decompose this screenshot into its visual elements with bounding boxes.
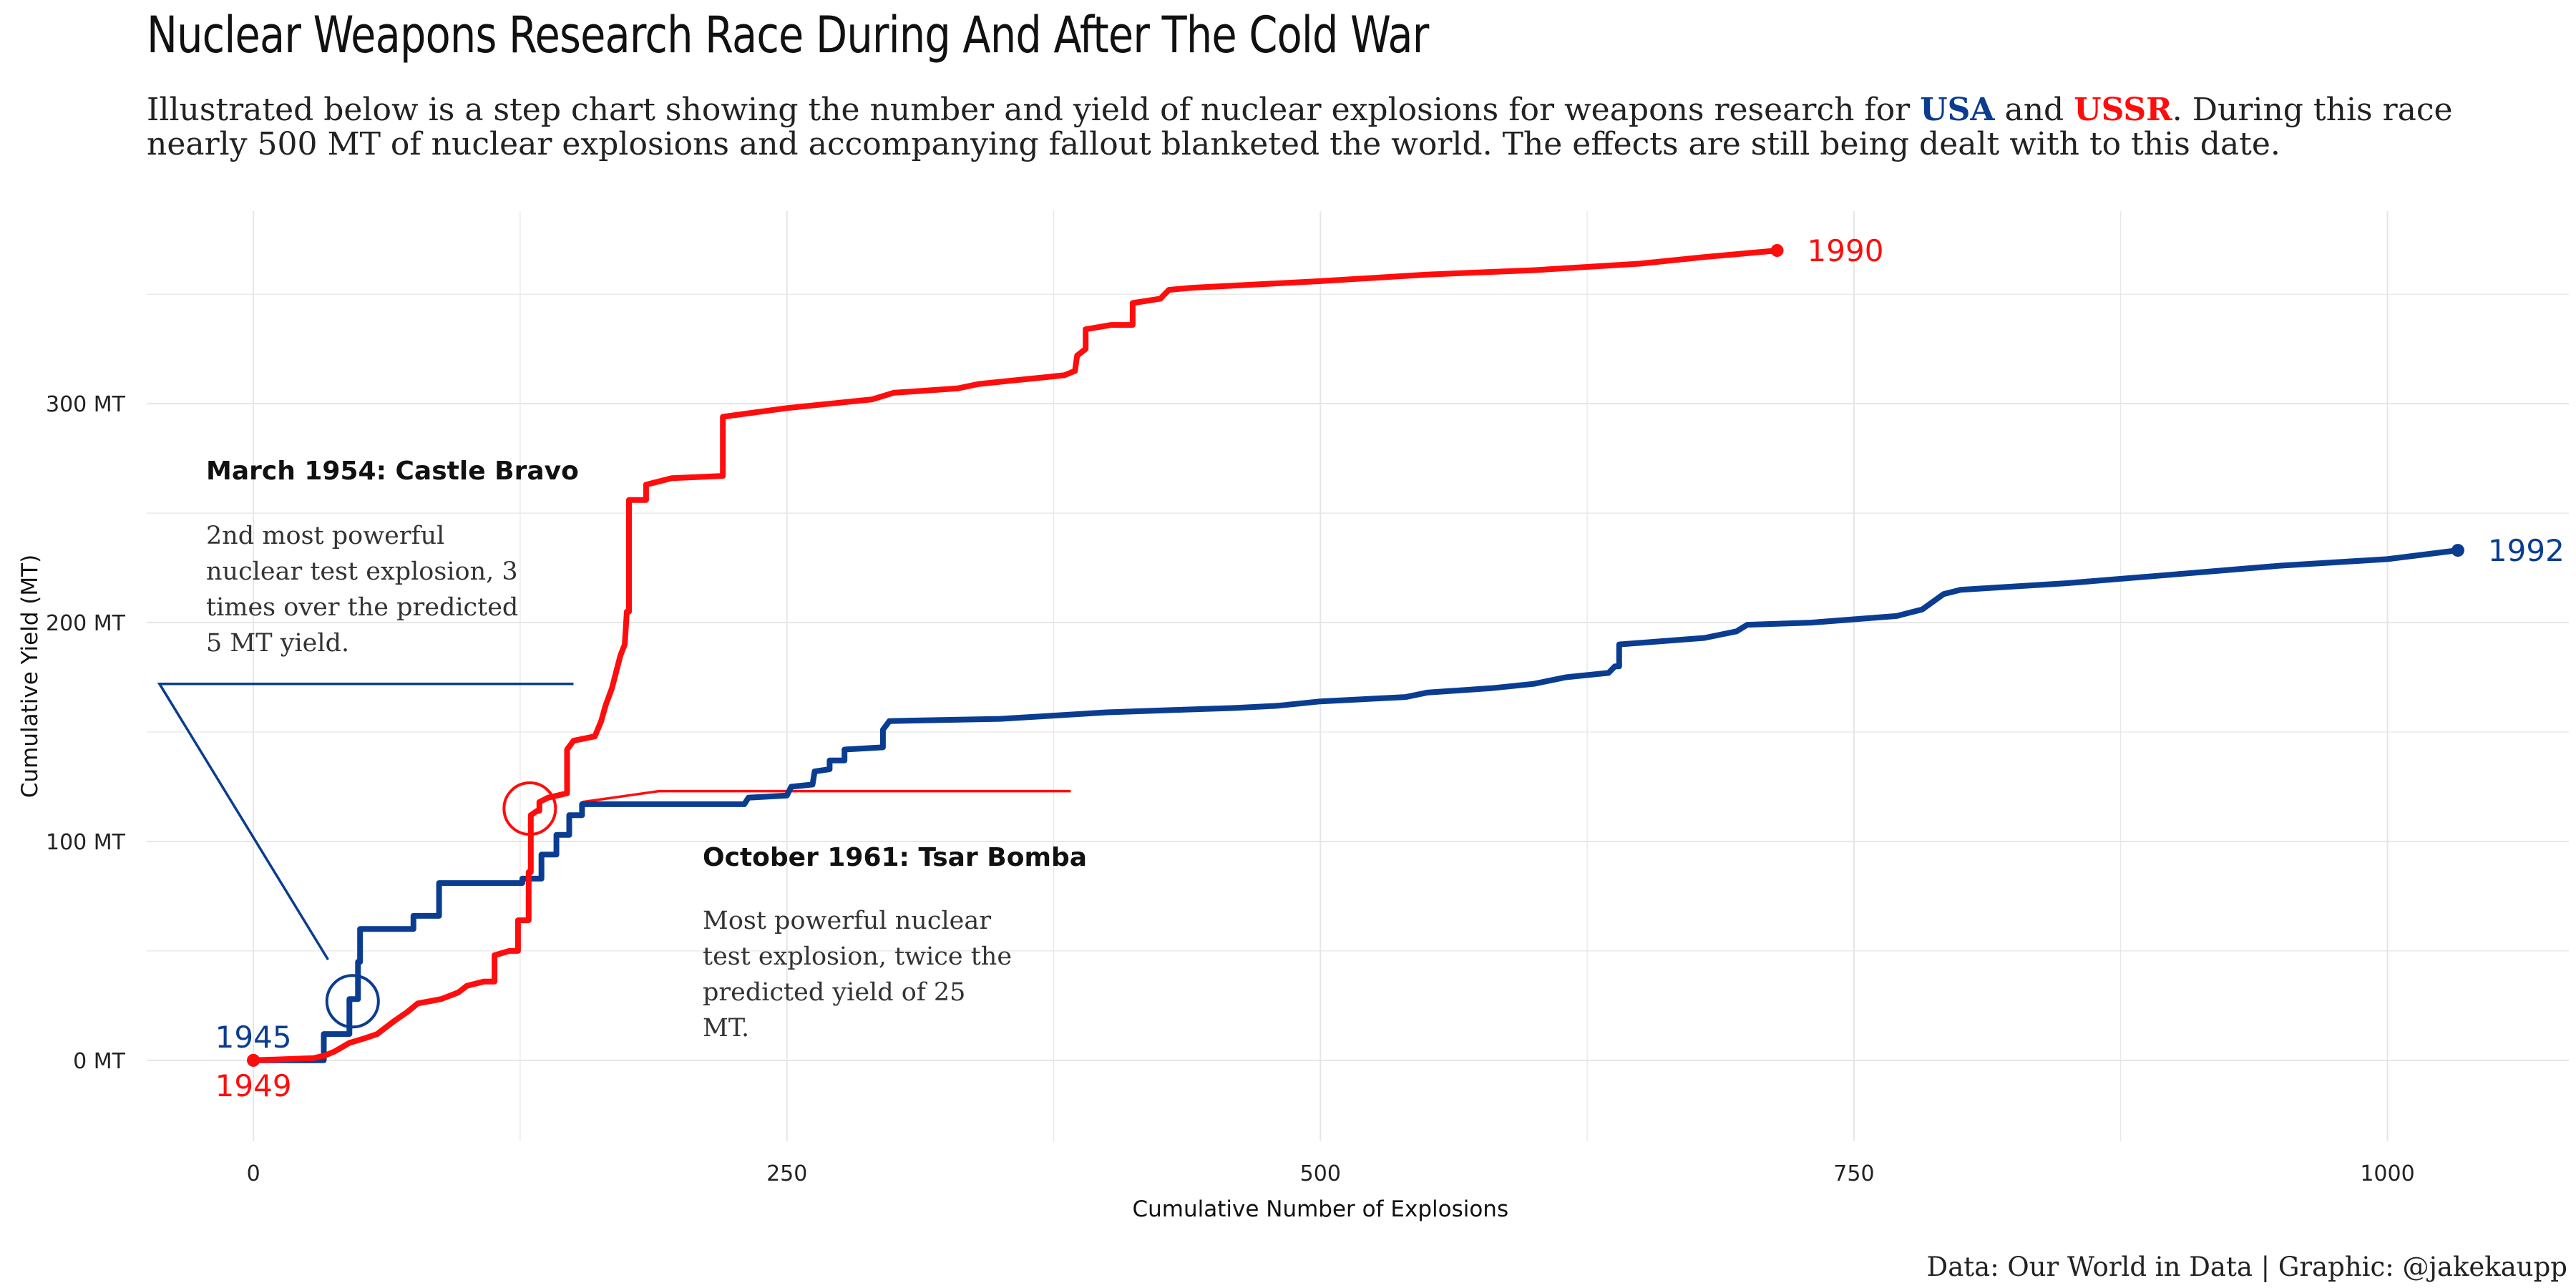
usa-start-year-label: 1945	[215, 1020, 292, 1055]
y-tick-label: 0 MT	[73, 1049, 126, 1074]
ussr-end-point	[1770, 244, 1784, 258]
x-tick-label: 250	[766, 1161, 807, 1186]
x-tick-label: 1000	[2360, 1161, 2414, 1186]
usa-end-year-label: 1992	[2488, 533, 2565, 568]
annotation-castle-bravo-line: nuclear test explosion, 3	[206, 557, 518, 586]
annotation-castle-bravo-title: March 1954: Castle Bravo	[206, 457, 579, 486]
annotation-tsar-bomba-line: predicted yield of 25	[703, 978, 965, 1007]
subtitle-ussr: USSR	[2074, 92, 2172, 128]
ussr-start-year-label: 1949	[215, 1068, 292, 1103]
axis-ticks: 0 250 500 750 1000 0 MT 100 MT 200 MT 300 MT	[46, 392, 2415, 1186]
annotation-tsar-bomba-line: Most powerful nuclear	[703, 907, 991, 935]
y-tick-label: 200 MT	[46, 611, 126, 636]
ussr-end-year-label: 1990	[1807, 233, 1884, 268]
annotation-tsar-bomba-line: test explosion, twice the	[703, 942, 1012, 971]
ussr-start-point	[247, 1053, 260, 1067]
x-tick-label: 0	[247, 1161, 260, 1186]
chart-subtitle: Illustrated below is a step chart showin…	[147, 93, 2529, 162]
x-tick-label: 500	[1300, 1161, 1341, 1186]
subtitle-text-3: . During this race nearly 500 MT of nucl…	[147, 92, 2453, 162]
annotation-tsar-bomba-title: October 1961: Tsar Bomba	[703, 843, 1087, 872]
y-axis-label: Cumulative Yield (MT)	[17, 555, 43, 798]
castle-bravo-leader-line	[157, 682, 574, 961]
y-tick-label: 300 MT	[46, 392, 126, 417]
grid-lines	[147, 211, 2569, 1141]
ussr-series-line	[250, 248, 1780, 1063]
chart-title: Nuclear Weapons Research Race During And…	[147, 6, 1429, 64]
usa-end-point	[2451, 544, 2464, 557]
annotation-castle-bravo-line: times over the predicted	[206, 593, 518, 622]
annotation-castle-bravo: March 1954: Castle Bravo 2nd most powerf…	[206, 457, 579, 658]
annotation-castle-bravo-line: 5 MT yield.	[206, 629, 349, 658]
series-group	[247, 244, 2464, 1067]
annotation-tsar-bomba-line: MT.	[703, 1014, 749, 1043]
tsar-bomba-leader-line	[582, 789, 1071, 804]
castle-bravo-highlight-circle	[325, 974, 380, 1029]
x-tick-label: 750	[1833, 1161, 1874, 1186]
subtitle-text-2: and	[1994, 92, 2074, 128]
annotation-leaders	[157, 682, 1071, 1029]
data-source-caption: Data: Our World in Data | Graphic: @jake…	[1926, 1252, 2567, 1282]
x-axis-label: Cumulative Number of Explosions	[1132, 1196, 1508, 1222]
y-tick-label: 100 MT	[46, 830, 126, 855]
annotation-castle-bravo-line: 2nd most powerful	[206, 522, 444, 550]
series-labels: 1992 1945 1990 1949	[215, 233, 2565, 1103]
usa-series-line	[250, 547, 2461, 1063]
subtitle-text-1: Illustrated below is a step chart showin…	[147, 92, 1921, 128]
annotation-tsar-bomba: October 1961: Tsar Bomba Most powerful n…	[703, 843, 1087, 1043]
subtitle-usa: USA	[1920, 92, 1995, 128]
